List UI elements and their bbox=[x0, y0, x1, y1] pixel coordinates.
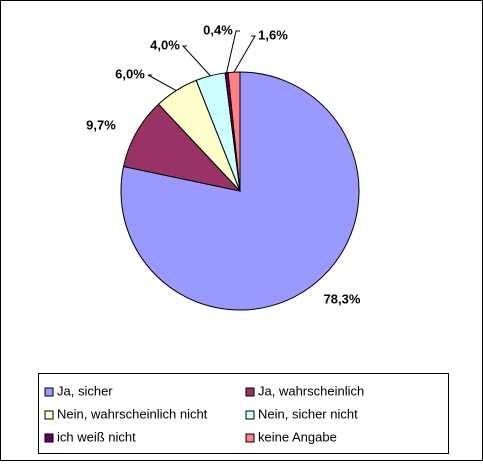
legend-box bbox=[38, 373, 449, 454]
legend-label: Ja, wahrscheinlich bbox=[258, 383, 364, 398]
data-label: 6,0% bbox=[115, 66, 145, 81]
leader-line bbox=[181, 45, 211, 77]
legend-swatch bbox=[44, 433, 54, 443]
data-label: 0,4% bbox=[203, 22, 233, 37]
leader-line bbox=[226, 30, 240, 73]
legend-swatch bbox=[245, 410, 255, 420]
legend-label: Nein, sicher nicht bbox=[258, 406, 358, 421]
legend-swatch bbox=[245, 433, 255, 443]
legend-swatch bbox=[44, 387, 54, 397]
legend-label: keine Angabe bbox=[258, 429, 337, 444]
legend-swatch bbox=[44, 410, 54, 420]
data-label: 1,6% bbox=[258, 27, 288, 42]
data-label: 4,0% bbox=[150, 37, 180, 52]
leader-line bbox=[147, 74, 177, 91]
legend-label: ich weiß nicht bbox=[57, 429, 136, 444]
legend-label: Nein, wahrscheinlich nicht bbox=[57, 406, 208, 421]
legend-swatch bbox=[245, 387, 255, 397]
leader-line bbox=[233, 35, 256, 73]
data-label: 78,3% bbox=[324, 291, 361, 306]
data-label: 9,7% bbox=[86, 117, 116, 132]
legend-label: Ja, sicher bbox=[57, 383, 113, 398]
